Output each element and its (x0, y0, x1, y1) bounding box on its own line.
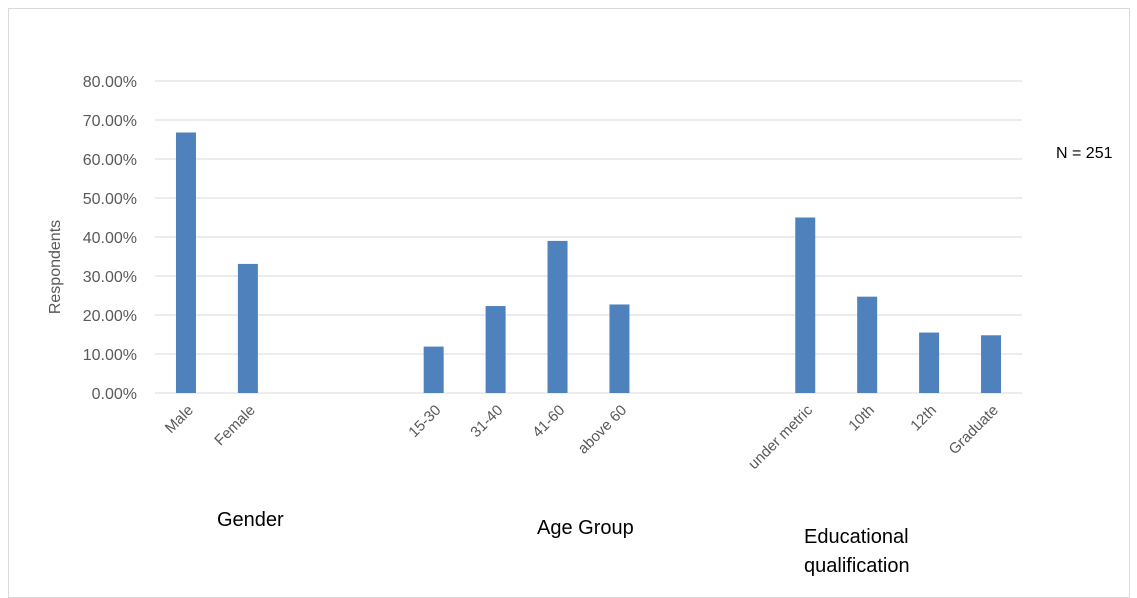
x-tick-label: Female (211, 402, 258, 449)
bar-41-60 (547, 240, 568, 393)
y-tick-label: 0.00% (92, 386, 137, 403)
y-tick-label: 70.00% (83, 113, 137, 130)
y-axis-label: Respondents (47, 220, 64, 314)
y-tick-label: 40.00% (83, 230, 137, 247)
x-tick-labels: Male Female 15-30 31-40 41-60 above 60 under m… (162, 401, 1002, 472)
x-tick-label: under metric (745, 401, 816, 472)
x-tick-label: Graduate (946, 402, 1002, 458)
bar-graduate (981, 335, 1002, 393)
x-tick-label: 15-30 (405, 402, 444, 441)
bar-female (237, 263, 258, 393)
x-tick-label: 10th (845, 402, 878, 435)
gridlines (155, 80, 1022, 394)
group-label-education: Educational qualification (804, 526, 910, 577)
y-tick-label: 20.00% (83, 308, 137, 325)
bar-male (175, 132, 196, 394)
bar-chart: 0.00% 10.00% 20.00% 30.00% 40.00% 50.00% 60.00… (47, 74, 1022, 473)
x-tick-label: Male (162, 402, 197, 437)
y-tick-label: 50.00% (83, 191, 137, 208)
group-label-age: Age Group (537, 517, 634, 539)
bar-10th (857, 296, 878, 393)
x-tick-label: above 60 (575, 402, 631, 458)
bar-under-metric (795, 217, 816, 393)
x-tick-label: 31-40 (467, 402, 506, 441)
y-tick-label: 60.00% (83, 152, 137, 169)
x-tick-label: 41-60 (529, 402, 568, 441)
y-tick-labels: 0.00% 10.00% 20.00% 30.00% 40.00% 50.00% 60.00… (83, 74, 137, 403)
sample-size-annotation: N = 251 (1056, 145, 1113, 162)
bar-12th (919, 332, 940, 393)
bar-31-40 (485, 306, 506, 393)
bar-15-30 (423, 346, 444, 393)
y-tick-label: 30.00% (83, 269, 137, 286)
y-tick-label: 10.00% (83, 347, 137, 364)
y-tick-label: 80.00% (83, 74, 137, 91)
bars (175, 132, 1002, 394)
group-label-gender: Gender (217, 509, 284, 531)
bar-above-60 (609, 304, 630, 393)
x-tick-label: 12th (907, 402, 940, 435)
